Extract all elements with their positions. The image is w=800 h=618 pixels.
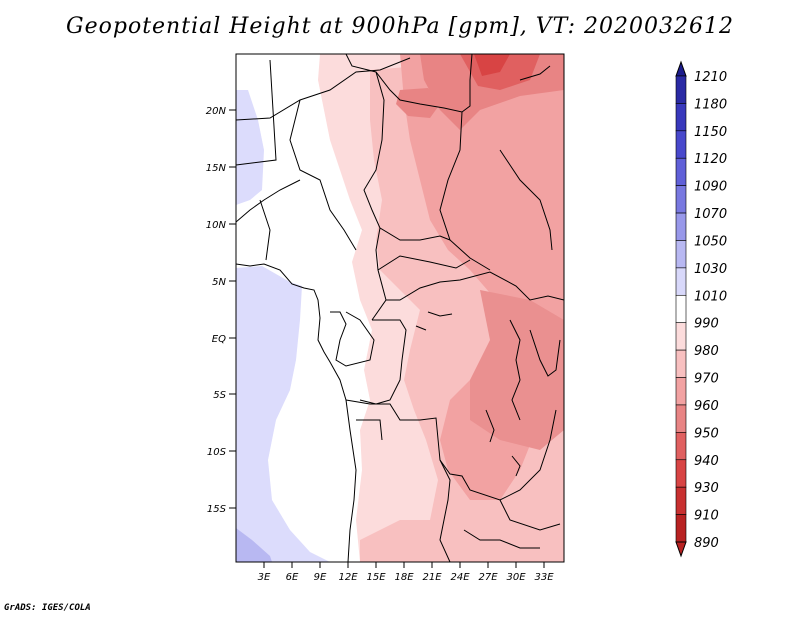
colorbar: 1210 1180 1150 1120 1090 1070 1050 1030 1010 990 9… bbox=[675, 60, 727, 558]
lon-label-6e: 6E bbox=[286, 572, 299, 583]
colorbar-label: 1050 bbox=[694, 234, 727, 249]
lon-label-9e: 9E bbox=[314, 572, 327, 583]
lat-label-15n: 15N bbox=[206, 163, 227, 174]
lon-label-15e: 15E bbox=[366, 572, 386, 583]
colorbar-swatch bbox=[675, 103, 687, 132]
colorbar-swatch bbox=[675, 322, 687, 351]
colorbar-label: 1180 bbox=[694, 97, 727, 112]
colorbar-swatch bbox=[675, 75, 687, 104]
lat-label-5n: 5N bbox=[212, 277, 226, 288]
colorbar-label: 980 bbox=[694, 344, 719, 359]
lat-label-20n: 20N bbox=[206, 106, 227, 117]
colorbar-swatch bbox=[675, 486, 687, 515]
colorbar-swatch bbox=[675, 404, 687, 433]
colorbar-swatch bbox=[675, 130, 687, 159]
colorbar-label: 1150 bbox=[694, 125, 727, 140]
colorbar-label: 890 bbox=[694, 536, 719, 551]
colorbar-label: 1070 bbox=[694, 207, 727, 222]
lat-label-10s: 10S bbox=[207, 447, 227, 458]
colorbar-bottom-arrow bbox=[675, 541, 687, 558]
colorbar-swatch bbox=[675, 349, 687, 378]
lon-label-33e: 33E bbox=[534, 572, 554, 583]
latitude-axis: 20N 15N 10N 5N EQ 5S 10S 15S bbox=[206, 106, 236, 515]
colorbar-label: 1030 bbox=[694, 262, 727, 277]
lon-label-24e: 24E bbox=[450, 572, 470, 583]
colorbar-label: 940 bbox=[694, 454, 719, 469]
country-borders bbox=[236, 54, 564, 562]
colorbar-label: 1010 bbox=[694, 289, 727, 304]
colorbar-swatch bbox=[675, 432, 687, 461]
lon-label-30e: 30E bbox=[506, 572, 526, 583]
map-frame bbox=[235, 53, 565, 563]
colorbar-top-arrow bbox=[675, 60, 687, 77]
colorbar-swatch bbox=[675, 377, 687, 406]
colorbar-swatch bbox=[675, 240, 687, 269]
grads-credit: GrADS: IGES/COLA bbox=[4, 603, 91, 613]
colorbar-swatch bbox=[675, 212, 687, 241]
lon-label-18e: 18E bbox=[394, 572, 414, 583]
longitude-axis: 3E 6E 9E 12E 15E 18E 21E 24E 27E 30E 33E bbox=[258, 562, 554, 583]
colorbar-label: 960 bbox=[694, 399, 719, 414]
colorbar-label: 930 bbox=[694, 481, 719, 496]
colorbar-swatch bbox=[675, 185, 687, 214]
lat-label-15s: 15S bbox=[207, 504, 227, 515]
lat-label-5s: 5S bbox=[213, 390, 226, 401]
colorbar-swatch bbox=[675, 267, 687, 296]
lon-label-3e: 3E bbox=[258, 572, 271, 583]
colorbar-label: 910 bbox=[694, 509, 719, 524]
lat-label-10n: 10N bbox=[206, 220, 227, 231]
map-title: Geopotential Height at 900hPa [gpm], VT:… bbox=[66, 14, 734, 39]
colorbar-label: 950 bbox=[694, 426, 719, 441]
lat-label-eq: EQ bbox=[212, 334, 226, 345]
colorbar-swatch bbox=[675, 294, 687, 324]
colorbar-label: 990 bbox=[694, 317, 719, 332]
colorbar-swatch bbox=[675, 459, 687, 488]
lon-label-21e: 21E bbox=[422, 572, 442, 583]
colorbar-swatch bbox=[675, 514, 687, 543]
lon-label-12e: 12E bbox=[338, 572, 358, 583]
colorbar-label: 1210 bbox=[694, 70, 727, 85]
geopotential-field bbox=[236, 54, 564, 562]
colorbar-label: 970 bbox=[694, 372, 719, 387]
colorbar-label: 1090 bbox=[694, 180, 727, 195]
lon-label-27e: 27E bbox=[478, 572, 498, 583]
colorbar-label: 1120 bbox=[694, 152, 727, 167]
colorbar-swatch bbox=[675, 157, 687, 186]
